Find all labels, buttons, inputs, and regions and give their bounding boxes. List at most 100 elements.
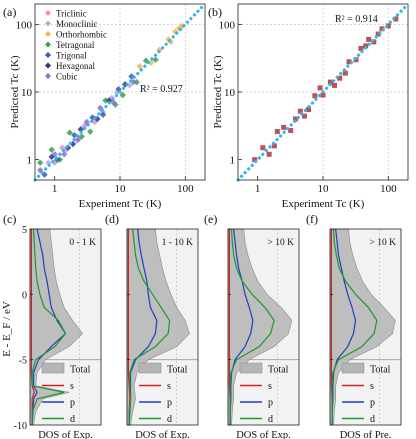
legend-label: d [70, 414, 75, 425]
data-point [306, 107, 312, 113]
data-point [152, 56, 159, 63]
data-point [320, 92, 326, 98]
dos-panel-c: 5 0 -5 -10 E - E_F / eV 0 - 1 K DOS of Exp. (c)… [1, 212, 102, 439]
data-point [45, 159, 52, 166]
y-axis-label: E - E_F / eV [1, 301, 13, 357]
legend-marker [45, 52, 51, 58]
legend-label: Total [370, 365, 391, 376]
d-orbital-line [331, 228, 378, 425]
data-point [327, 79, 333, 85]
legend-label: Cubic [56, 72, 78, 82]
data-point [94, 115, 101, 123]
data-point [317, 85, 323, 91]
plot-frame [126, 228, 199, 426]
x-axis-label: DOS of Pre. [340, 430, 392, 439]
data-point [136, 63, 143, 70]
x-tick-label: 1 [52, 183, 58, 195]
total-dos-area [329, 228, 396, 426]
y-tick-label: -10 [14, 421, 27, 432]
s-orbital-line [127, 229, 131, 425]
dos-panel-f: > 10 K DOS of Pre. (f) Total spd [306, 212, 402, 439]
x-axis-label: DOS of Exp. [135, 430, 190, 439]
panel-label: (f) [306, 212, 318, 226]
legend-label: s [370, 381, 374, 392]
legend-marker [45, 73, 51, 79]
data-point [112, 101, 119, 108]
x-tick-label: 10 [115, 183, 127, 195]
range-label: 0 - 1 K [69, 238, 96, 248]
data-point [281, 124, 287, 130]
y-axis-label: Predicted Tc (K) [9, 55, 21, 128]
data-point [41, 171, 48, 178]
data-point [126, 82, 133, 89]
data-point [375, 31, 381, 37]
data-point [121, 81, 129, 88]
legend-label: s [167, 381, 171, 392]
data-point [36, 159, 44, 166]
r-squared-label: R² = 0.914 [335, 14, 378, 25]
legend-label: Monoclinic [56, 19, 98, 29]
legend-label: d [167, 414, 172, 425]
x-axis-label: Experiment Tc (K) [282, 198, 365, 210]
y-axis-label: Predicted Tc (K) [212, 55, 224, 128]
y-tick-label: 0 [22, 290, 27, 301]
data-point [266, 151, 272, 157]
legend-label: p [70, 398, 75, 409]
p-orbital-line [331, 228, 357, 425]
total-dos-area [29, 228, 83, 426]
y-tick-label: 1 [27, 155, 33, 167]
data-point [293, 116, 299, 122]
y-tick-label: 1 [230, 155, 236, 167]
legend: TriclinicMonoclinicOrthorhombicTetragona… [45, 9, 107, 82]
data-point [51, 151, 58, 158]
d-orbital-line [128, 228, 171, 425]
x-tick-label: 1 [255, 183, 261, 195]
data-point [99, 111, 107, 119]
legend-label: Orthorhombic [56, 30, 107, 40]
legend-label: p [370, 398, 375, 409]
legend-label: Total [268, 365, 289, 376]
d-orbital-line [31, 228, 67, 425]
scatter-panel-a: 1 10 100 1 10 100 Experiment Tc (K) Predicted T… [3, 2, 207, 210]
data-point [393, 16, 399, 22]
data-point [110, 99, 117, 106]
legend-label: d [370, 414, 375, 425]
range-label: > 10 K [370, 238, 397, 248]
data-point [119, 91, 126, 99]
legend-label: d [268, 414, 273, 425]
plot-frame [329, 228, 402, 426]
y-tick-label: 5 [22, 225, 27, 236]
data-point [346, 59, 352, 65]
legend-label: s [70, 381, 74, 392]
data-point [371, 39, 377, 45]
panel-label: (c) [3, 212, 16, 226]
data-point [366, 36, 372, 42]
panel-label: (b) [208, 5, 222, 19]
data-point [147, 59, 155, 67]
y-tick-label: -5 [19, 356, 27, 367]
total-dos-area [227, 228, 293, 426]
x-axis-label: DOS of Exp. [38, 430, 93, 439]
data-point [260, 145, 266, 151]
legend-label: Hexagonal [56, 61, 95, 71]
data-point [297, 108, 303, 114]
data-point [252, 157, 258, 163]
legend: Total spd [239, 362, 289, 425]
d-orbital-line [229, 228, 275, 425]
legend-marker [45, 20, 51, 27]
legend-label: Total [167, 365, 188, 376]
legend-marker [239, 362, 263, 374]
legend-label: s [268, 381, 272, 392]
data-point [66, 129, 73, 136]
panel-label: (a) [3, 5, 16, 19]
y-tick-label: 100 [16, 19, 33, 31]
legend-marker [45, 62, 51, 69]
legend-marker [45, 10, 51, 16]
legend-label: Tetragonal [56, 40, 95, 50]
data-point [36, 166, 44, 174]
data-point [133, 78, 140, 86]
data-point [358, 45, 364, 51]
fit-line [236, 2, 410, 182]
data-point [274, 129, 280, 135]
data-point [102, 97, 109, 104]
